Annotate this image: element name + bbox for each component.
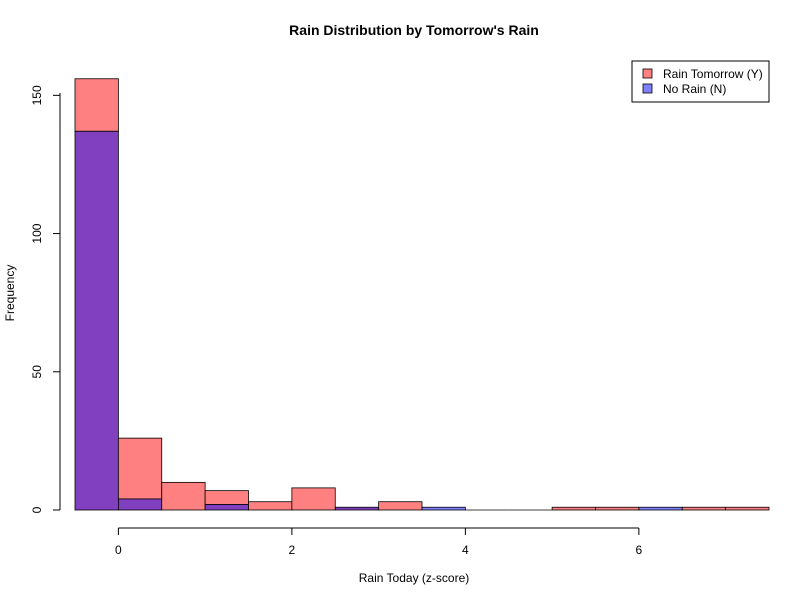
legend-label-no-rain: No Rain (N)	[663, 82, 726, 96]
y-tick-label: 150	[30, 85, 44, 105]
y-tick-label: 100	[30, 223, 44, 243]
histogram-bar-overlap	[74, 130, 119, 511]
chart-title: Rain Distribution by Tomorrow's Rain	[289, 22, 539, 38]
histogram-bar	[161, 481, 206, 511]
x-axis-label: Rain Today (z-score)	[359, 571, 469, 585]
legend-swatch-no-rain	[642, 83, 653, 94]
histogram-bar	[378, 501, 423, 511]
histogram-bar-overlap	[204, 504, 249, 511]
histogram-bar	[248, 501, 293, 511]
y-axis-label: Frequency	[3, 265, 17, 322]
x-tick-label: 6	[636, 543, 643, 557]
x-tick-label: 0	[115, 543, 122, 557]
legend-label-rain-tomorrow: Rain Tomorrow (Y)	[663, 67, 763, 81]
bars-group	[74, 78, 770, 511]
histogram-bar	[725, 506, 770, 511]
histogram-bar	[291, 487, 336, 511]
legend: Rain Tomorrow (Y) No Rain (N)	[631, 60, 770, 103]
histogram-bar-overlap	[334, 506, 380, 511]
histogram-bar	[638, 506, 683, 511]
histogram-bar	[421, 506, 466, 511]
histogram-bar	[117, 437, 163, 500]
x-axis: 0 2 4 6	[115, 527, 643, 557]
histogram-bar	[204, 490, 249, 505]
y-axis: 0 50 100 150	[30, 85, 61, 513]
histogram-bar	[551, 506, 596, 511]
x-tick-label: 2	[289, 543, 296, 557]
histogram-bar	[74, 78, 119, 132]
x-tick-label: 4	[462, 543, 469, 557]
histogram-bar	[595, 506, 640, 511]
histogram-bar-overlap	[117, 498, 163, 511]
legend-swatch-rain-tomorrow	[642, 68, 653, 79]
y-tick-label: 0	[30, 506, 44, 513]
histogram-bar	[681, 506, 727, 511]
y-tick-label: 50	[30, 365, 44, 379]
legend-box	[631, 60, 770, 103]
